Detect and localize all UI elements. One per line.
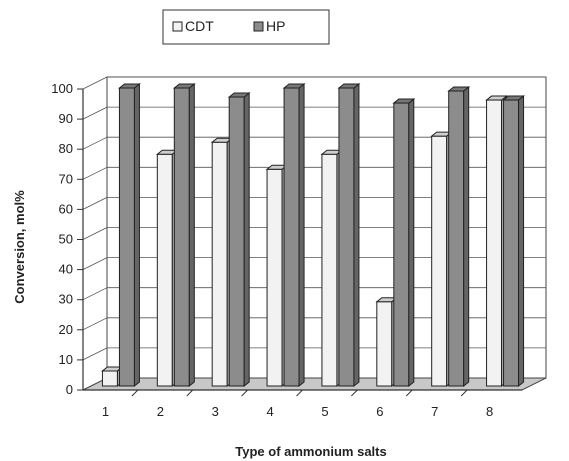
bar-front [448,90,465,387]
bar-hp [337,82,361,388]
legend-swatch-hp [253,21,264,32]
bar-side [463,85,470,388]
x-tick [131,389,139,397]
plot-floor [82,377,547,391]
y-tick-label: 0 [66,382,73,397]
bar-side [188,82,195,388]
x-tick-label: 7 [431,404,438,419]
y-tick-label: 40 [59,262,73,277]
x-tick-labels: 1 2 3 4 5 6 7 8 [102,404,493,419]
x-tick [186,389,194,397]
bar-top [282,83,306,89]
y-tick-label: 100 [51,81,73,96]
legend-label-cdt: CDT [185,18,214,34]
x-tick-label: 3 [212,404,219,419]
gridline-depth [82,197,108,210]
legend: CDT HP [162,9,330,45]
bar-top [447,86,471,92]
bar-side [133,82,140,388]
legend-label-hp: HP [266,18,285,34]
bar-front [376,301,393,387]
x-tick [296,389,303,397]
y-tick-label: 80 [59,141,73,156]
bar-top [392,98,416,104]
bar-top [118,83,141,89]
x-tick-label: 8 [486,404,493,419]
bar-side [243,91,250,388]
bar-side [353,82,360,388]
x-tick-label: 4 [266,404,273,419]
y-tick-label: 10 [59,352,73,367]
bar-front [173,87,190,387]
bar-hp [502,95,525,388]
gridline-depth [82,106,108,120]
y-tick-label: 90 [59,111,73,126]
y-tick-label: 70 [59,171,73,186]
bar-front [118,87,135,387]
y-tick-label: 50 [59,232,73,247]
bar-front [503,99,520,387]
bar-front [431,135,448,387]
x-axis-title: Type of ammonium salts [235,444,386,459]
bar-front [101,370,118,387]
gridline-depth [82,347,108,361]
y-tick-label: 30 [59,292,73,307]
gridline-depth [82,257,108,270]
bar-front [486,99,503,387]
gridline-depth [82,136,108,150]
bar-hp [227,91,251,388]
x-tick-label: 2 [157,404,164,419]
x-tick [405,389,413,397]
bar-hp [447,85,471,388]
bar-top [227,92,251,98]
bar-front [228,96,245,387]
bar-front [156,153,173,387]
bar-front [283,87,300,387]
gridline-depth [82,287,108,301]
x-tick-label: 5 [321,404,328,419]
bar-top [485,95,508,101]
gridline-depth [82,317,108,331]
y-tick-label: 60 [59,201,73,216]
bar-side [298,82,305,388]
legend-frame [162,9,330,45]
bar-front [393,102,410,387]
x-tick-label: 1 [102,404,109,419]
gridline-depth [82,76,108,90]
bar-hp [172,82,196,388]
bar-hp [282,82,306,388]
y-tick-label: 20 [59,322,73,337]
bar-front [338,87,355,387]
floor-plane [82,377,547,391]
y-tick-labels: 0 10 20 30 40 50 60 70 80 90 100 [51,81,73,397]
bar-front [211,141,228,387]
y-axis-title: Conversion, mol% [12,190,27,304]
x-tick-label: 6 [376,404,383,419]
bar-side [518,95,525,388]
gridline-depth [82,166,108,180]
bar-front [321,153,338,387]
x-tick [241,389,248,397]
gridline-depth [82,227,108,240]
bars [101,82,525,388]
bar-top [172,83,196,89]
bar-top [502,95,525,101]
x-tick [351,389,358,397]
axes [77,88,522,397]
legend-swatch-cdt [172,21,183,32]
bar-front [266,168,283,387]
bar-hp [392,98,416,388]
bar-side [408,98,415,388]
x-tick [460,389,468,397]
bar-hp [118,82,141,388]
bar-top [337,83,361,89]
